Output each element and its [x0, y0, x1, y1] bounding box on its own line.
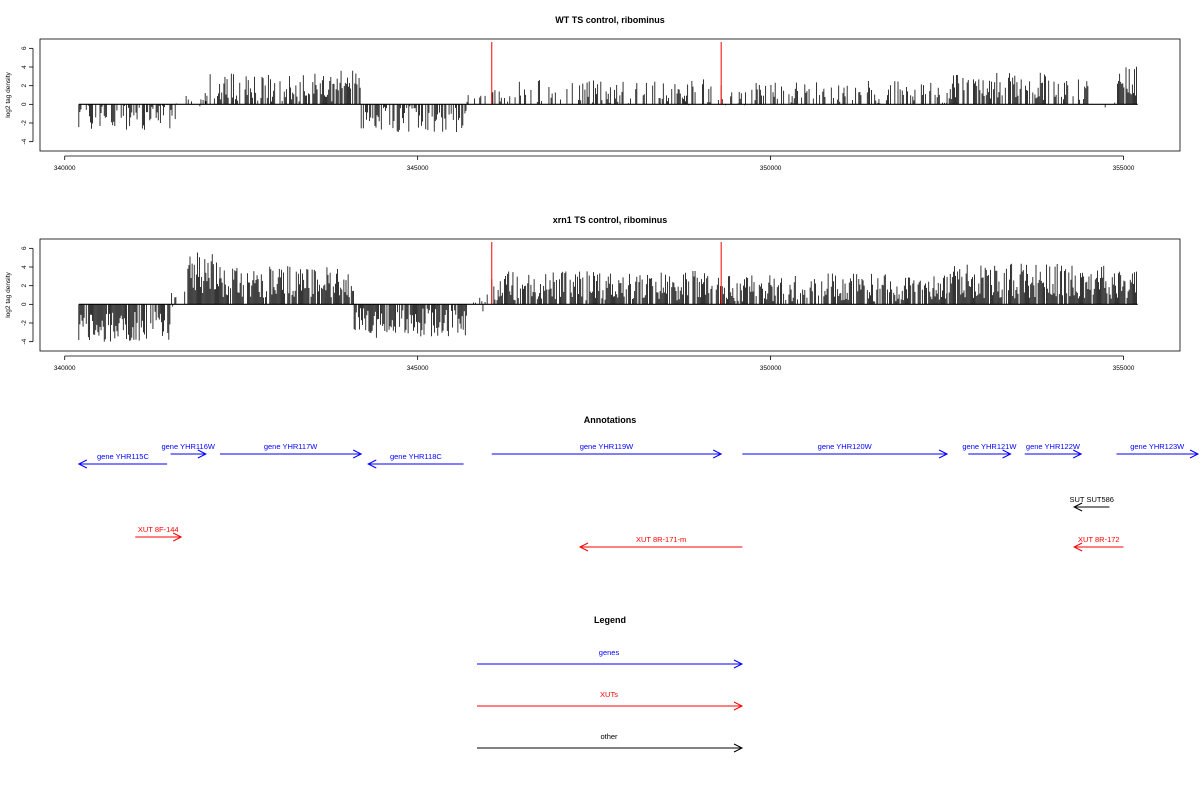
feature-label: XUT 8F-144 [138, 525, 179, 534]
feature-label: gene YHR117W [264, 442, 318, 451]
feature-label: gene YHR120W [818, 442, 873, 451]
x-tick-label: 350000 [760, 165, 782, 172]
feature-arrow: gene YHR123W [1116, 442, 1200, 459]
feature-arrows: gene YHR115C gene YHR116W gene YHR117W gene… [77, 442, 1200, 552]
feature-label: gene YHR122W [1026, 442, 1081, 451]
y-tick-label: -4 [21, 338, 28, 344]
feature-arrow: gene YHR117W [220, 442, 363, 459]
legend-label: other [600, 732, 618, 741]
legend-title: Legend [594, 615, 626, 625]
wt-plot-frame [39, 38, 1181, 152]
xrn1-panel-title: xrn1 TS control, ribominus [553, 215, 668, 225]
x-tick-label: 340000 [54, 365, 76, 372]
y-tick-label: 4 [21, 265, 28, 269]
feature-arrow: XUT 8R-172 [1072, 535, 1124, 552]
xrn1-y-axis-label: log2 tag density [5, 271, 12, 317]
wt-panel-title: WT TS control, ribominus [555, 15, 665, 25]
feature-arrow: gene YHR120W [742, 442, 949, 459]
feature-arrow: gene YHR119W [491, 442, 723, 459]
feature-label: SUT SUT586 [1070, 495, 1114, 504]
x-tick-label: 355000 [1113, 165, 1135, 172]
wt-panel: WT TS control, ribominus log2 tag densit… [5, 15, 1181, 172]
legend-item-other: other [477, 732, 744, 753]
feature-arrow: XUT 8R-171-m [578, 535, 743, 552]
x-tick-label: 355000 [1113, 365, 1135, 372]
feature-arrow: gene YHR115C [77, 452, 168, 469]
y-tick-label: 6 [21, 246, 28, 250]
feature-label: XUT 8R-171-m [636, 535, 686, 544]
y-tick-label: 2 [21, 83, 28, 87]
feature-arrow: gene YHR118C [367, 452, 464, 469]
legend-label: XUTs [600, 690, 618, 699]
feature-label: gene YHR116W [161, 442, 215, 451]
y-tick-label: 0 [21, 302, 28, 306]
xrn1-markers [491, 242, 722, 305]
feature-arrow: gene YHR122W [1024, 442, 1083, 459]
xrn1-bars [78, 252, 1137, 342]
feature-label: gene YHR123W [1130, 442, 1185, 451]
feature-label: XUT 8R-172 [1078, 535, 1120, 544]
y-tick-label: 2 [21, 283, 28, 287]
y-tick-label: -2 [21, 120, 28, 126]
x-tick-label: 345000 [407, 365, 429, 372]
wt-y-axis-label: log2 tag density [5, 71, 12, 117]
legend-label: genes [599, 648, 620, 657]
legend: Legend genes XUTs other [477, 615, 744, 753]
xrn1-plot-frame [39, 238, 1181, 352]
wt-y-axis: -4 -2 0 2 4 6 [21, 46, 34, 145]
feature-arrow: SUT SUT586 [1070, 495, 1114, 512]
xrn1-y-axis: -4 -2 0 2 4 6 [21, 246, 34, 345]
y-tick-label: 6 [21, 46, 28, 50]
feature-label: gene YHR121W [962, 442, 1017, 451]
y-tick-label: -2 [21, 320, 28, 326]
wt-x-axis: 340000 345000 350000 355000 [54, 155, 1135, 172]
y-tick-label: -4 [21, 138, 28, 144]
feature-arrow: gene YHR116W [161, 442, 216, 459]
y-tick-label: 0 [21, 102, 28, 106]
xrn1-x-axis: 340000 345000 350000 355000 [54, 355, 1135, 372]
feature-label: gene YHR118C [390, 452, 442, 461]
feature-arrow: gene YHR121W [962, 442, 1017, 459]
feature-label: gene YHR119W [580, 442, 634, 451]
annotations-title: Annotations [584, 415, 637, 425]
legend-item-xut: XUTs [477, 690, 744, 711]
wt-bars [78, 66, 1137, 133]
x-tick-label: 345000 [407, 165, 429, 172]
legend-items: genes XUTs other [477, 648, 744, 753]
wt-markers [491, 42, 722, 105]
feature-label: gene YHR115C [97, 452, 149, 461]
y-tick-label: 4 [21, 65, 28, 69]
x-tick-label: 350000 [760, 365, 782, 372]
legend-item-gene: genes [477, 648, 744, 669]
feature-arrow: XUT 8F-144 [135, 525, 183, 542]
xrn1-panel: xrn1 TS control, ribominus log2 tag dens… [5, 215, 1181, 372]
x-tick-label: 340000 [54, 165, 76, 172]
